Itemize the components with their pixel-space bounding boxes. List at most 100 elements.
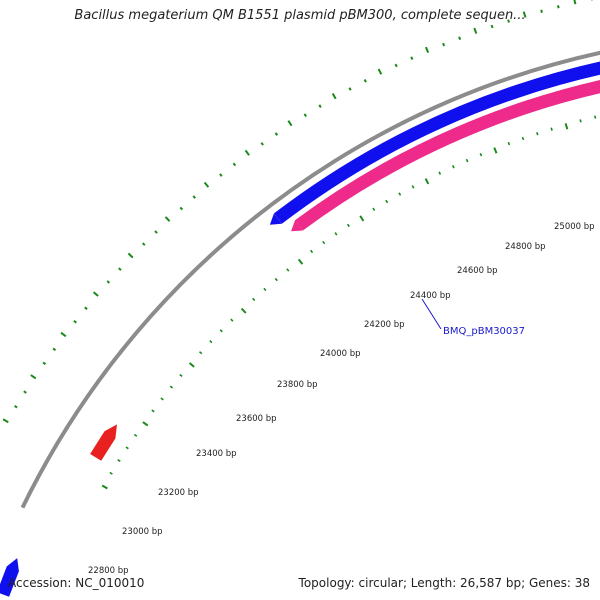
scale-tick-label: 22800 bp [88, 566, 129, 576]
outer-tick-mark [377, 68, 383, 75]
scale-tick-mark [536, 132, 539, 136]
scale-tick-mark [274, 277, 278, 282]
scale-tick-mark [493, 147, 498, 154]
scale-tick-mark [252, 297, 256, 302]
outer-tick-mark [219, 173, 223, 177]
scale-tick-mark [451, 165, 455, 169]
scale-tick-mark [594, 115, 597, 119]
blue-gene-feature[interactable] [0, 558, 19, 597]
sequence-summary: Topology: circular; Length: 26,587 bp; G… [298, 576, 590, 590]
outer-tick-mark [127, 252, 134, 259]
outer-tick-mark [573, 0, 577, 5]
scale-tick-label: 23200 bp [158, 488, 199, 498]
outer-tick-mark [458, 36, 462, 40]
scale-tick-mark [160, 397, 164, 401]
reverse-strand-arrow [291, 220, 303, 232]
scale-tick-mark [117, 459, 121, 462]
outer-tick-mark [540, 9, 543, 13]
scale-tick-mark [424, 178, 430, 185]
outer-tick-mark [507, 19, 510, 23]
outer-tick-mark [154, 230, 158, 234]
outer-tick-mark [260, 142, 264, 146]
outer-tick-mark [556, 5, 560, 9]
scale-tick-label: 24400 bp [410, 291, 451, 301]
outer-tick-mark [84, 306, 88, 310]
outer-tick-mark [287, 120, 293, 127]
scale-tick-mark [109, 471, 113, 475]
outer-tick-mark [106, 280, 111, 284]
outer-tick-mark [2, 418, 9, 424]
scale-tick-mark [230, 318, 234, 322]
scale-tick-mark [507, 141, 511, 146]
outer-tick-mark [318, 104, 322, 108]
scale-tick-mark [310, 249, 314, 254]
scale-tick-mark [550, 127, 553, 131]
outer-tick-mark [52, 347, 57, 352]
scale-tick-mark [564, 123, 569, 130]
scale-tick-mark [372, 207, 376, 211]
scale-tick-mark [346, 223, 350, 228]
scale-tick-mark [169, 385, 174, 389]
scale-tick-mark [297, 258, 304, 265]
scale-tick-mark [240, 307, 247, 314]
forward-strand-arrow [269, 213, 282, 225]
scale-tick-mark [579, 119, 582, 123]
scale-tick-mark [322, 240, 326, 245]
outer-tick-mark [192, 195, 196, 199]
outer-tick-mark [203, 181, 210, 188]
backbone-circle [20, 50, 600, 509]
outer-tick-mark [30, 374, 37, 380]
scale-tick-mark [521, 136, 525, 141]
outer-tick-mark [23, 390, 27, 394]
scale-tick-mark [479, 152, 483, 157]
outer-tick-mark [522, 11, 527, 18]
scale-tick-mark [359, 215, 365, 222]
outer-tick-mark [490, 24, 494, 29]
scale-tick-label: 24000 bp [320, 349, 361, 359]
outer-tick-mark [473, 27, 478, 34]
outer-tick-mark [442, 42, 446, 47]
scale-tick-mark [286, 268, 290, 272]
scale-tick-mark [411, 185, 415, 189]
outer-tick-mark [274, 132, 279, 136]
gene-label-bmq-pbm30037[interactable]: BMQ_pBM30037 [443, 326, 525, 337]
forward-strand-band [273, 61, 600, 224]
scale-tick-label: 24200 bp [364, 320, 405, 330]
outer-tick-mark [73, 320, 77, 324]
scale-tick-label: 23000 bp [122, 527, 163, 537]
scale-tick-mark [219, 329, 223, 333]
scale-tick-label: 23600 bp [236, 414, 277, 424]
scale-tick-mark [142, 421, 149, 427]
outer-tick-mark [348, 87, 352, 91]
scale-tick-labels: 22800 bp 23000 bp 23200 bp 23400 bp 23600 bp… [88, 222, 595, 576]
outer-tick-mark [118, 267, 122, 271]
scale-tick-mark [125, 446, 129, 450]
outer-tick-mark [244, 149, 250, 156]
outer-tick-mark [60, 331, 67, 338]
scale-tick-label: 24800 bp [505, 242, 546, 252]
outer-tick-mark [42, 361, 47, 366]
scale-tick-label: 23400 bp [196, 449, 237, 459]
scale-tick-mark [179, 373, 183, 378]
scale-tick-mark [263, 287, 267, 292]
outer-tick-mark [363, 79, 367, 83]
outer-tick-mark [14, 405, 18, 409]
scale-tick-mark [151, 409, 155, 413]
scale-tick-label: 25000 bp [554, 222, 595, 232]
scale-tick-mark [188, 362, 195, 368]
outer-tick-mark [394, 63, 398, 68]
reverse-strand-band [295, 80, 600, 231]
red-gene-feature[interactable] [90, 424, 117, 461]
map-title: Bacillus megaterium QM B1551 plasmid pBM… [74, 8, 526, 23]
gene-label-leader-line [421, 298, 442, 330]
scale-tick-label: 24600 bp [457, 266, 498, 276]
outer-tick-mark [232, 162, 237, 167]
outer-tick-mark [331, 93, 337, 100]
outer-tick-mark [303, 113, 307, 118]
scale-tick-mark [198, 351, 203, 355]
scale-tick-mark [101, 484, 108, 490]
outer-tick-mark [179, 206, 184, 211]
outer-tick-mark [141, 242, 146, 246]
